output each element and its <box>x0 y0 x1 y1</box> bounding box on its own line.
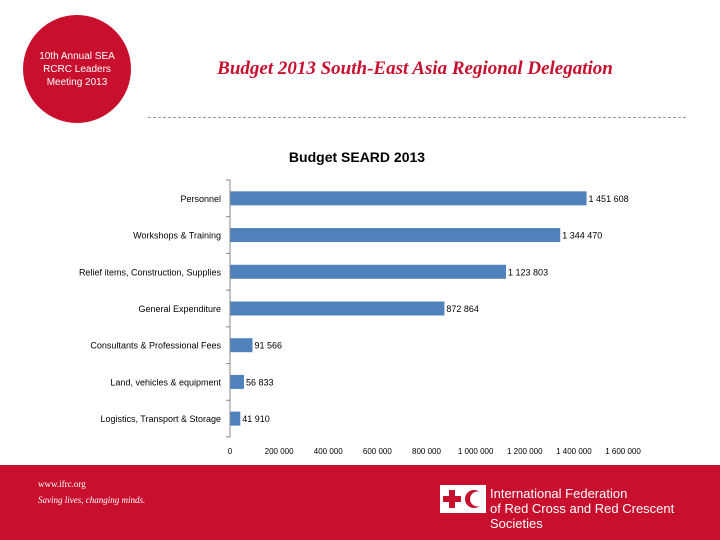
x-tick-label-7: 1 400 000 <box>556 447 592 456</box>
x-tick-label-5: 1 000 000 <box>458 447 494 456</box>
category-label-6: Logistics, Transport & Storage <box>100 414 221 424</box>
x-tick-label-2: 400 000 <box>314 447 343 456</box>
ifrc-name-line-2: of Red Cross and Red Crescent Societies <box>490 501 675 531</box>
budget-chart: Budget SEARD 2013 Personnel 1 451 608 Work… <box>79 149 641 456</box>
bar-5 <box>230 374 244 389</box>
category-label-2: Relief items, Construction, Supplies <box>79 267 222 277</box>
footer-url[interactable]: www.ifrc.org <box>38 479 86 489</box>
badge-line-2: RCRC Leaders <box>43 63 111 75</box>
red-cross-crescent-logo-icon <box>440 485 486 513</box>
bar-0 <box>230 191 587 206</box>
bar-2 <box>230 264 507 279</box>
footer-tagline: Saving lives, changing minds. <box>38 495 146 505</box>
x-tick-label-8: 1 600 000 <box>605 447 641 456</box>
badge-line-3: Meeting 2013 <box>46 76 108 88</box>
value-label-0: 1 451 608 <box>589 194 629 204</box>
value-label-4: 91 566 <box>254 341 282 351</box>
x-tick-label-3: 600 000 <box>363 447 392 456</box>
ifrc-name-line-1: International Federation <box>490 486 628 501</box>
x-tick-label-1: 200 000 <box>265 447 294 456</box>
title-divider <box>148 117 686 118</box>
category-label-0: Personnel <box>180 194 221 204</box>
x-tick-label-6: 1 200 000 <box>507 447 543 456</box>
value-label-1: 1 344 470 <box>562 231 602 241</box>
badge-line-1: 10th Annual SEA <box>39 50 115 62</box>
value-label-2: 1 123 803 <box>508 267 548 277</box>
meeting-badge: 10th Annual SEA RCRC Leaders Meeting 201… <box>23 15 131 123</box>
footer-bar: www.ifrc.org Saving lives, changing mind… <box>0 465 720 540</box>
category-label-3: General Expenditure <box>138 304 221 314</box>
bar-6 <box>230 411 241 426</box>
value-label-5: 56 833 <box>246 377 274 387</box>
x-tick-label-0: 0 <box>228 447 233 456</box>
bar-3 <box>230 301 445 316</box>
ifrc-name: International Federation of Red Cross an… <box>490 486 720 531</box>
slide-title: Budget 2013 South-East Asia Regional Del… <box>217 58 613 79</box>
chart-title: Budget SEARD 2013 <box>289 149 425 165</box>
x-tick-label-4: 800 000 <box>412 447 441 456</box>
value-label-3: 872 864 <box>446 304 479 314</box>
bar-1 <box>230 228 561 243</box>
value-label-6: 41 910 <box>242 414 270 424</box>
category-label-4: Consultants & Professional Fees <box>90 341 221 351</box>
category-label-1: Workshops & Training <box>133 231 221 241</box>
category-label-5: Land, vehicles & equipment <box>110 377 221 387</box>
bar-4 <box>230 338 253 353</box>
